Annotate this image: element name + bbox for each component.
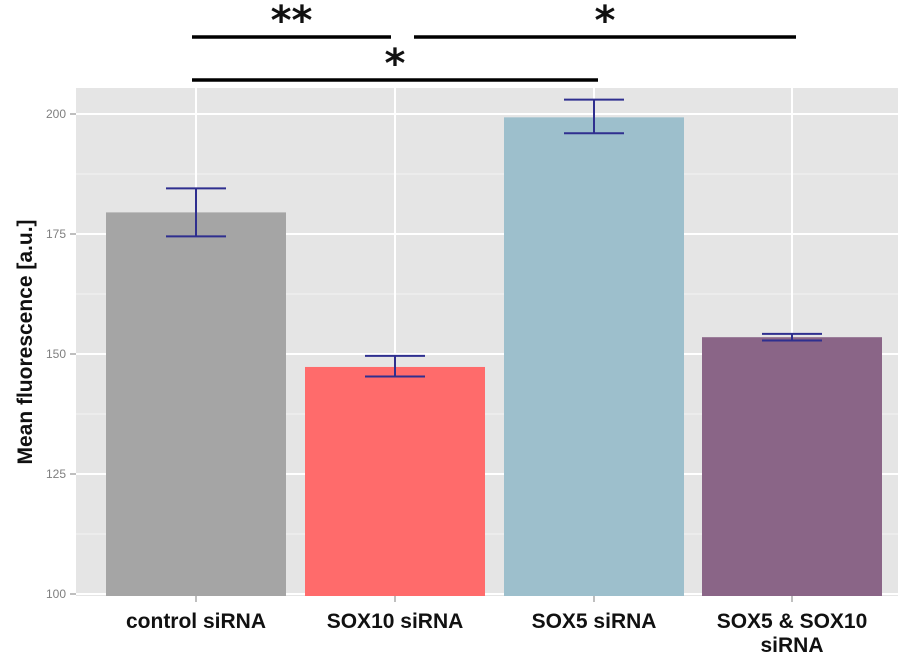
x-axis-ticks: control siRNA SOX10 siRNA SOX5 siRNA SOX5 &… [126,596,867,657]
y-axis-ticks: 100 125 150 175 200 [46,107,76,601]
bar-3 [504,117,684,597]
x-tick-label: SOX5 & SOX10 siRNA [717,610,868,657]
bars [106,117,882,597]
x-tick-label: control siRNA [126,610,266,633]
error-bars [166,98,822,378]
x-tick-label-line: control siRNA [126,610,266,633]
x-tick-label-line: siRNA [760,634,823,657]
significance-label: ** [271,0,313,44]
y-tick-label: 150 [46,347,66,361]
y-tick-label: 175 [46,227,66,241]
significance-brackets: ** ** [192,0,796,87]
significance-label: * [385,41,406,87]
x-tick-label-line: SOX10 siRNA [327,610,464,633]
bar-2 [305,366,485,596]
x-tick-label: SOX5 siRNA [532,610,657,633]
y-tick-label: 200 [46,107,66,121]
significance-label: * [595,0,616,44]
bar-1 [106,212,286,596]
x-tick-label: SOX10 siRNA [327,610,464,633]
x-tick-label-line: SOX5 & SOX10 [717,610,868,633]
x-tick-label-line: SOX5 siRNA [532,610,657,633]
y-tick-label: 100 [46,587,66,601]
y-axis-label: Mean fluorescence [a.u.] [14,219,37,464]
y-tick-label: 125 [46,467,66,481]
bar-4 [702,337,882,596]
